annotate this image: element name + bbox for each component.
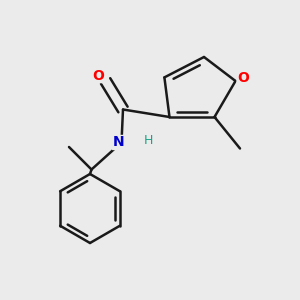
Text: N: N: [113, 136, 124, 149]
Text: O: O: [92, 69, 104, 82]
Text: H: H: [144, 134, 153, 148]
Text: O: O: [237, 71, 249, 85]
